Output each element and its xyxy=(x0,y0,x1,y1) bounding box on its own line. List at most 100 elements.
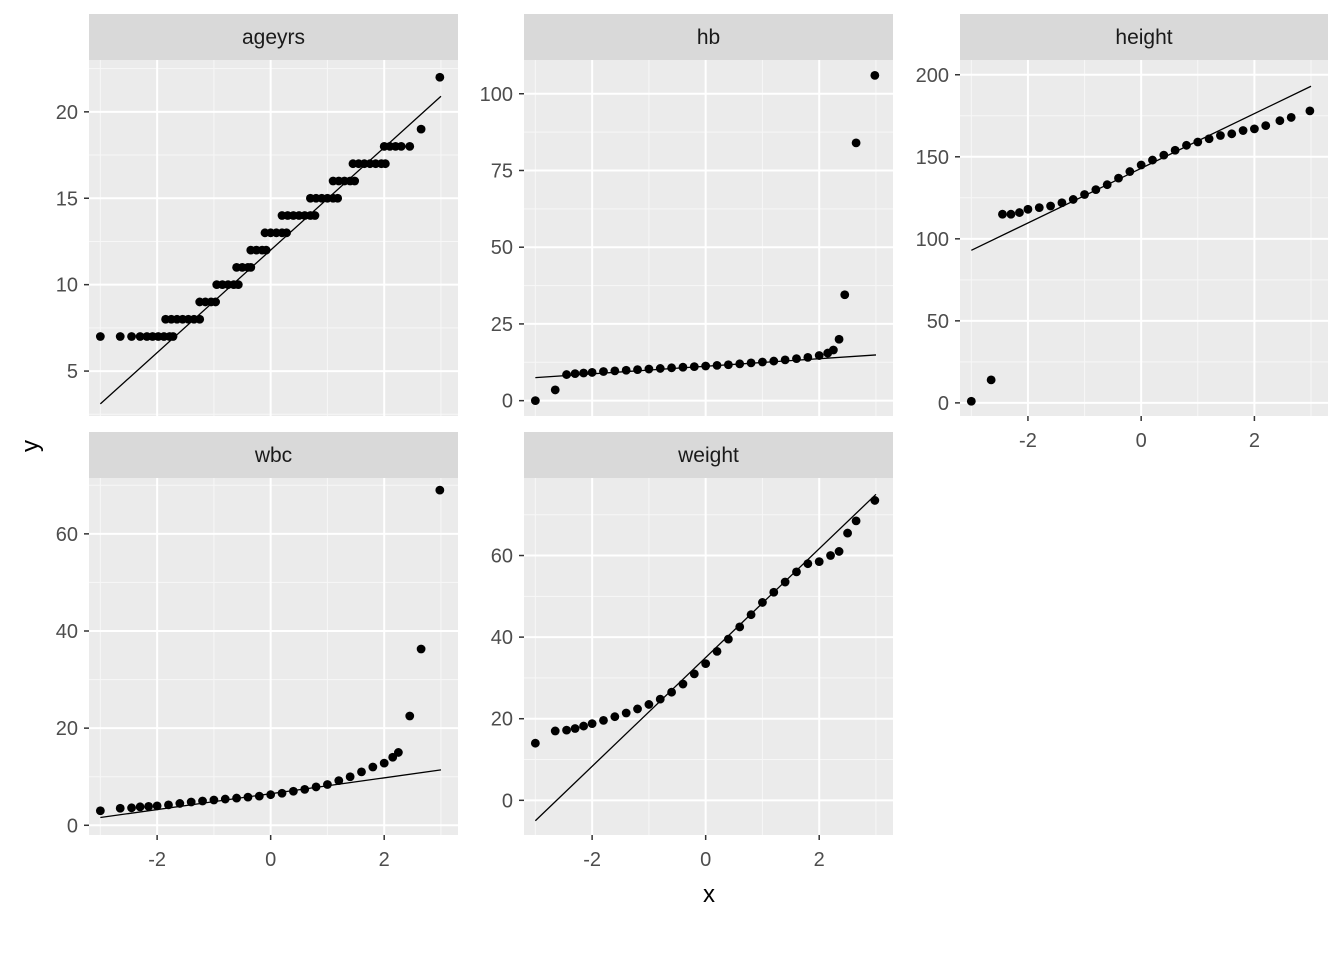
qq-point xyxy=(435,72,445,82)
qq-point xyxy=(587,368,597,377)
qq-point xyxy=(758,598,767,607)
qq-point xyxy=(780,355,790,365)
qq-point xyxy=(152,801,162,811)
y-tick-label: 25 xyxy=(491,314,513,336)
qq-point xyxy=(211,297,220,307)
qq-point xyxy=(115,803,125,813)
qq-point xyxy=(1023,204,1033,214)
y-tick-label: 200 xyxy=(916,65,949,87)
qq-point xyxy=(998,209,1007,219)
qq-point xyxy=(368,762,378,772)
x-tick-label: 2 xyxy=(379,849,390,871)
qq-point xyxy=(870,496,880,505)
y-tick-label: 0 xyxy=(67,815,78,837)
qq-point xyxy=(233,280,243,290)
qq-point xyxy=(579,368,589,378)
qq-point xyxy=(550,385,560,395)
qq-point xyxy=(780,577,790,587)
qq-point xyxy=(840,290,850,300)
qq-point xyxy=(209,795,219,805)
qq-point xyxy=(723,634,733,644)
qq-point xyxy=(232,793,242,803)
qq-point xyxy=(633,365,642,375)
qq-point xyxy=(198,796,207,806)
qq-point xyxy=(851,138,861,148)
y-tick-label: 100 xyxy=(916,229,949,251)
qq-point xyxy=(1136,160,1146,170)
facet-strip xyxy=(89,432,458,478)
qq-point xyxy=(570,369,580,379)
qq-point xyxy=(1068,195,1078,204)
facet-strip xyxy=(524,432,893,478)
qq-point xyxy=(1261,121,1271,131)
qq-point xyxy=(966,396,976,406)
qq-point xyxy=(826,551,835,560)
qq-point xyxy=(416,644,426,654)
qq-point xyxy=(803,559,813,569)
facet-strip xyxy=(960,14,1328,60)
y-tick-label: 40 xyxy=(56,621,78,643)
qq-point xyxy=(621,365,631,375)
qq-point xyxy=(1091,185,1101,195)
qq-point xyxy=(746,358,756,368)
qq-point xyxy=(843,528,852,538)
qq-point xyxy=(828,345,838,355)
qq-point xyxy=(334,776,344,785)
qq-point xyxy=(1286,113,1296,122)
y-tick-label: 60 xyxy=(491,546,513,568)
qq-point xyxy=(243,792,253,802)
qq-point xyxy=(986,375,996,385)
qq-point xyxy=(1305,106,1315,116)
qq-point xyxy=(396,142,406,151)
qq-point xyxy=(1238,126,1248,135)
qq-point xyxy=(667,687,676,697)
qq-point xyxy=(570,724,580,733)
qq-point xyxy=(311,782,321,792)
qq-point xyxy=(144,801,154,811)
qq-point xyxy=(746,610,756,620)
qq-point xyxy=(678,362,688,372)
qq-point xyxy=(435,485,445,495)
qq-point xyxy=(1182,140,1191,150)
qq-point xyxy=(357,767,366,777)
y-tick-label: 50 xyxy=(491,237,513,259)
qq-point xyxy=(310,211,320,220)
x-tick-label: -2 xyxy=(148,849,166,871)
qq-point xyxy=(1006,209,1016,219)
qq-point xyxy=(246,262,256,272)
qq-point xyxy=(282,228,291,238)
qq-point xyxy=(550,726,560,736)
qq-point xyxy=(701,361,711,371)
qq-point xyxy=(1216,131,1225,140)
y-tick-label: 5 xyxy=(67,361,78,383)
panel-background xyxy=(524,60,893,416)
qq-point xyxy=(333,193,343,203)
qq-point xyxy=(220,794,230,804)
qq-point xyxy=(712,360,722,370)
qq-point xyxy=(1015,208,1024,217)
qq-point xyxy=(1250,124,1259,134)
y-tick-label: 150 xyxy=(916,147,949,169)
y-tick-label: 0 xyxy=(938,393,949,415)
qq-point xyxy=(587,719,597,729)
qq-point xyxy=(1080,190,1089,199)
qq-point xyxy=(870,70,880,80)
y-tick-label: 15 xyxy=(56,188,78,210)
qq-point xyxy=(416,124,426,134)
qq-point xyxy=(393,748,403,757)
facet-hb: hb 0 25 50 75 100 xyxy=(480,14,893,416)
qq-point xyxy=(405,142,415,151)
facet-height: height 0 50 100 150 200 -2 0 2 xyxy=(916,14,1328,452)
qq-point xyxy=(261,245,271,255)
y-tick-label: 100 xyxy=(480,84,513,106)
qq-point xyxy=(723,360,733,370)
panel-background xyxy=(89,478,458,835)
facet-strip xyxy=(89,14,458,60)
qq-point xyxy=(689,362,699,371)
qq-point xyxy=(168,332,178,341)
qq-point xyxy=(655,364,665,373)
qq-point xyxy=(164,800,173,810)
qq-point xyxy=(644,700,654,709)
qq-point xyxy=(530,738,540,748)
